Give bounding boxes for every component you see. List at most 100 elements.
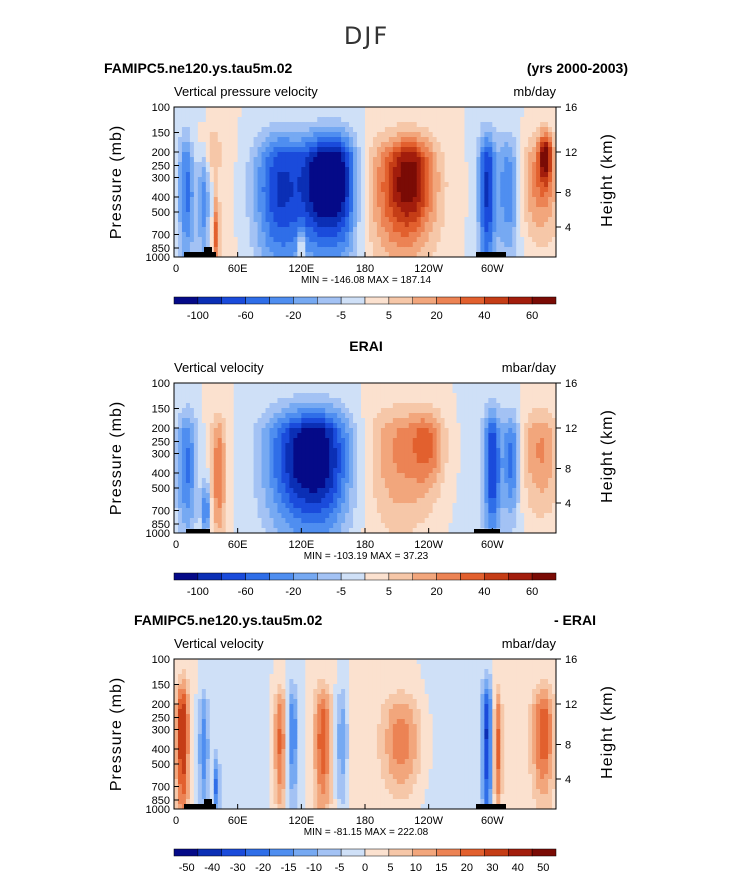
heatmap-cell [441,423,445,428]
heatmap-cell [270,513,274,518]
heatmap-cell [250,247,254,252]
heatmap-cell [222,197,226,202]
heatmap-cell [218,157,222,162]
heatmap-cell [262,177,266,182]
heatmap-cell [496,122,500,127]
heatmap-cell [277,157,281,162]
heatmap-cell [210,227,214,232]
heatmap-cell [488,177,492,182]
heatmap-cell [266,493,270,498]
heatmap-cell [250,433,254,438]
heatmap-cell [409,217,413,222]
heatmap-cell [472,192,476,197]
heatmap-cell [381,388,385,393]
heatmap-cell [385,107,389,112]
heatmap-cell [421,182,425,187]
colorbar-swatch [532,297,556,304]
heatmap-cell [198,463,202,468]
heatmap-cell [214,478,218,483]
heatmap-cell [377,162,381,167]
heatmap-cell [389,177,393,182]
heatmap-cell [353,438,357,443]
heatmap-cell [182,393,186,398]
heatmap-cell [413,423,417,428]
heatmap-cell [405,508,409,513]
heatmap-cell [309,403,313,408]
heatmap-cell [325,418,329,423]
heatmap-cell [174,157,178,162]
heatmap-cell [194,498,198,503]
heatmap-cell [409,428,413,433]
heatmap-cell [429,107,433,112]
heatmap-cell [337,142,341,147]
heatmap-cell [540,232,544,237]
heatmap-cell [357,513,361,518]
heatmap-cell [524,237,528,242]
heatmap-cell [425,433,429,438]
heatmap-cell [405,132,409,137]
heatmap-cell [508,162,512,167]
heatmap-cell [281,438,285,443]
heatmap-cell [222,217,226,222]
heatmap-cell [266,498,270,503]
heatmap-cell [524,197,528,202]
heatmap-cell [464,107,468,112]
heatmap-cell [329,478,333,483]
heatmap-cell [461,117,465,122]
heatmap-cell [250,393,254,398]
heatmap-cell [210,187,214,192]
heatmap-cell [289,523,293,528]
heatmap-cell [441,403,445,408]
heatmap-cell [373,503,377,508]
heatmap-cell [317,453,321,458]
heatmap-cell [433,127,437,132]
heatmap-cell [377,508,381,513]
heatmap-cell [214,157,218,162]
heatmap-cell [250,383,254,388]
heatmap-cell [206,172,210,177]
heatmap-cell [285,503,289,508]
heatmap-cell [309,107,313,112]
heatmap-cell [178,157,182,162]
heatmap-cell [385,177,389,182]
heatmap-cell [289,167,293,172]
heatmap-cell [301,187,305,192]
heatmap-cell [305,217,309,222]
heatmap-cell [437,488,441,493]
heatmap-cell [361,217,365,222]
heatmap-cell [174,172,178,177]
heatmap-cell [198,468,202,473]
heatmap-cell [480,127,484,132]
topography-mark [204,247,212,252]
heatmap-cell [405,408,409,413]
heatmap-cell [349,182,353,187]
heatmap-cell [445,237,449,242]
heatmap-cell [242,413,246,418]
heatmap-cell [317,418,321,423]
heatmap-cell [262,182,266,187]
heatmap-cell [325,207,329,212]
heatmap-cell [214,438,218,443]
colorbar-swatch [246,297,270,304]
heatmap-cell [214,518,218,523]
heatmap-cell [405,423,409,428]
heatmap-cell [337,483,341,488]
heatmap-cell [437,513,441,518]
heatmap-cell [433,398,437,403]
heatmap-cell [349,192,353,197]
heatmap-cell [381,473,385,478]
heatmap-cell [194,237,198,242]
heatmap-cell [230,227,234,232]
heatmap-cell [397,247,401,252]
heatmap-cell [250,177,254,182]
heatmap-cell [202,503,206,508]
heatmap-cell [476,207,480,212]
heatmap-cell [266,142,270,147]
heatmap-cell [393,212,397,217]
heatmap-cell [325,408,329,413]
heatmap-cell [254,202,258,207]
heatmap-cell [190,478,194,483]
heatmap-cell [202,473,206,478]
heatmap-cell [285,413,289,418]
heatmap-cell [289,443,293,448]
